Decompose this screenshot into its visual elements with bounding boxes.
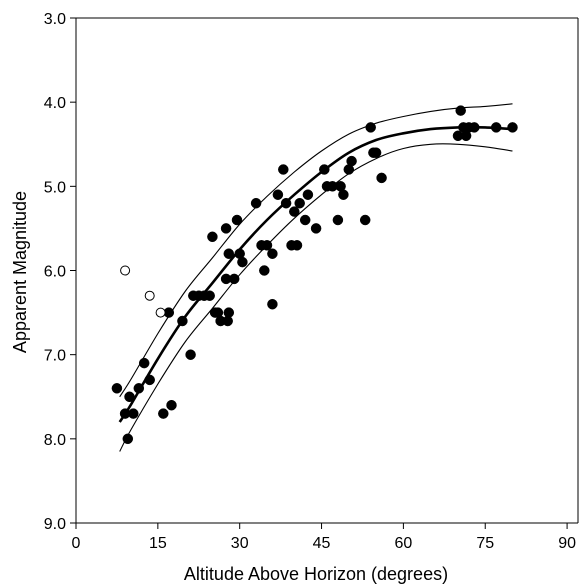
data-point (469, 122, 480, 133)
data-point (250, 197, 262, 209)
data-point (111, 383, 123, 394)
data-point (237, 256, 248, 268)
x-tick-label: 30 (231, 535, 249, 552)
y-tick-label: 8.0 (44, 432, 66, 449)
confidence-band-curve (119, 103, 513, 398)
data-point (204, 290, 215, 301)
data-point (299, 214, 311, 226)
fit-curve (118, 125, 513, 423)
data-point (490, 122, 502, 133)
data-point (133, 383, 145, 394)
data-point (294, 197, 305, 209)
data-point (177, 315, 188, 327)
data-point (289, 206, 300, 217)
y-tick-label: 3.0 (44, 11, 66, 28)
x-tick-label: 75 (476, 535, 494, 552)
open-data-point (120, 265, 131, 276)
y-tick-label: 6.0 (44, 264, 66, 281)
data-point (365, 122, 376, 133)
data-point (207, 231, 218, 243)
data-point (223, 248, 235, 259)
data-point (319, 164, 330, 175)
data-point (261, 240, 273, 251)
x-tick-label: 15 (149, 535, 167, 552)
data-point (267, 298, 278, 310)
data-point (267, 248, 278, 259)
data-point (128, 408, 139, 419)
data-point (280, 197, 292, 209)
fit-curves (118, 103, 513, 452)
data-point (332, 214, 344, 226)
data-point (359, 214, 371, 226)
data-point (302, 189, 314, 200)
data-point (166, 399, 177, 411)
data-point (370, 147, 382, 158)
data-point (138, 357, 150, 369)
data-point (310, 223, 322, 234)
data-point (185, 349, 196, 360)
open-data-point (155, 307, 166, 318)
data-point (122, 433, 134, 445)
data-point (376, 172, 387, 184)
data-point (220, 223, 232, 234)
y-axis-title: Apparent Magnitude (10, 191, 30, 353)
data-points (111, 105, 518, 445)
data-point (346, 155, 357, 167)
x-tick-label: 90 (558, 535, 576, 552)
open-data-point (144, 290, 155, 301)
x-tick-label: 45 (313, 535, 331, 552)
data-point (455, 105, 466, 116)
data-point (507, 122, 518, 133)
y-tick-label: 9.0 (44, 516, 66, 533)
data-point (228, 273, 240, 285)
data-point (231, 214, 243, 226)
data-point (278, 164, 289, 175)
confidence-band-curve (119, 143, 513, 452)
x-tick-label: 60 (394, 535, 412, 552)
ticks: 0 15 30 45 60 75 90 3.0 4.0 5.0 6.0 7.0 8.0 9.0 (44, 11, 576, 552)
data-point (124, 391, 135, 403)
data-point (259, 265, 270, 276)
data-point (272, 189, 284, 200)
y-tick-label: 4.0 (44, 95, 66, 112)
data-point (291, 240, 303, 251)
y-tick-label: 5.0 (44, 179, 66, 196)
x-tick-label: 0 (72, 535, 81, 552)
data-point (223, 307, 235, 318)
data-point (158, 408, 169, 419)
x-axis-title: Altitude Above Horizon (degrees) (184, 564, 448, 584)
data-point (338, 189, 349, 200)
axes (75, 17, 579, 524)
y-tick-label: 7.0 (44, 348, 66, 365)
data-point (144, 374, 155, 386)
